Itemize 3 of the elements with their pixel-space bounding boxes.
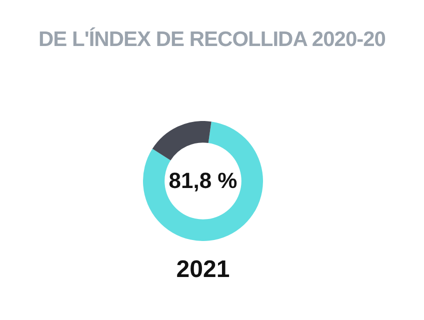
data-label: 81,8 %: [168, 168, 238, 194]
text: 2021: [175, 256, 231, 284]
chart-title: DE L'ÍNDEX DE RECOLLIDA 2020-20: [38, 28, 386, 52]
